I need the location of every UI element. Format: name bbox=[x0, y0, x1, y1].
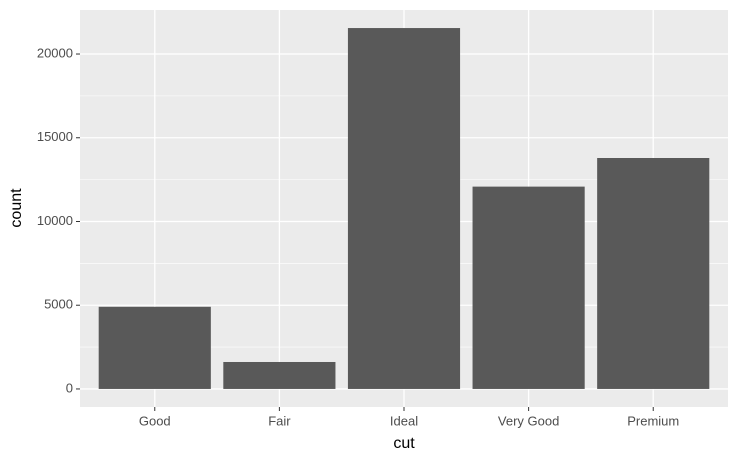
x-axis-title: cut bbox=[393, 435, 415, 452]
y-tick-label: 15000 bbox=[37, 129, 73, 144]
bar bbox=[472, 186, 585, 389]
bar bbox=[347, 28, 461, 389]
x-tick-label: Ideal bbox=[390, 413, 418, 428]
y-tick-label: 5000 bbox=[44, 297, 73, 312]
x-tick-label: Fair bbox=[268, 413, 291, 428]
bar bbox=[98, 306, 211, 389]
bar bbox=[223, 361, 336, 389]
x-tick-label: Good bbox=[139, 413, 171, 428]
x-tick-label: Very Good bbox=[498, 413, 559, 428]
x-tick-label: Premium bbox=[627, 413, 679, 428]
y-tick-label: 0 bbox=[66, 380, 73, 395]
bar bbox=[597, 158, 710, 389]
y-tick-label: 20000 bbox=[37, 45, 73, 60]
y-axis-title: count bbox=[8, 188, 25, 228]
y-tick-label: 10000 bbox=[37, 213, 73, 228]
